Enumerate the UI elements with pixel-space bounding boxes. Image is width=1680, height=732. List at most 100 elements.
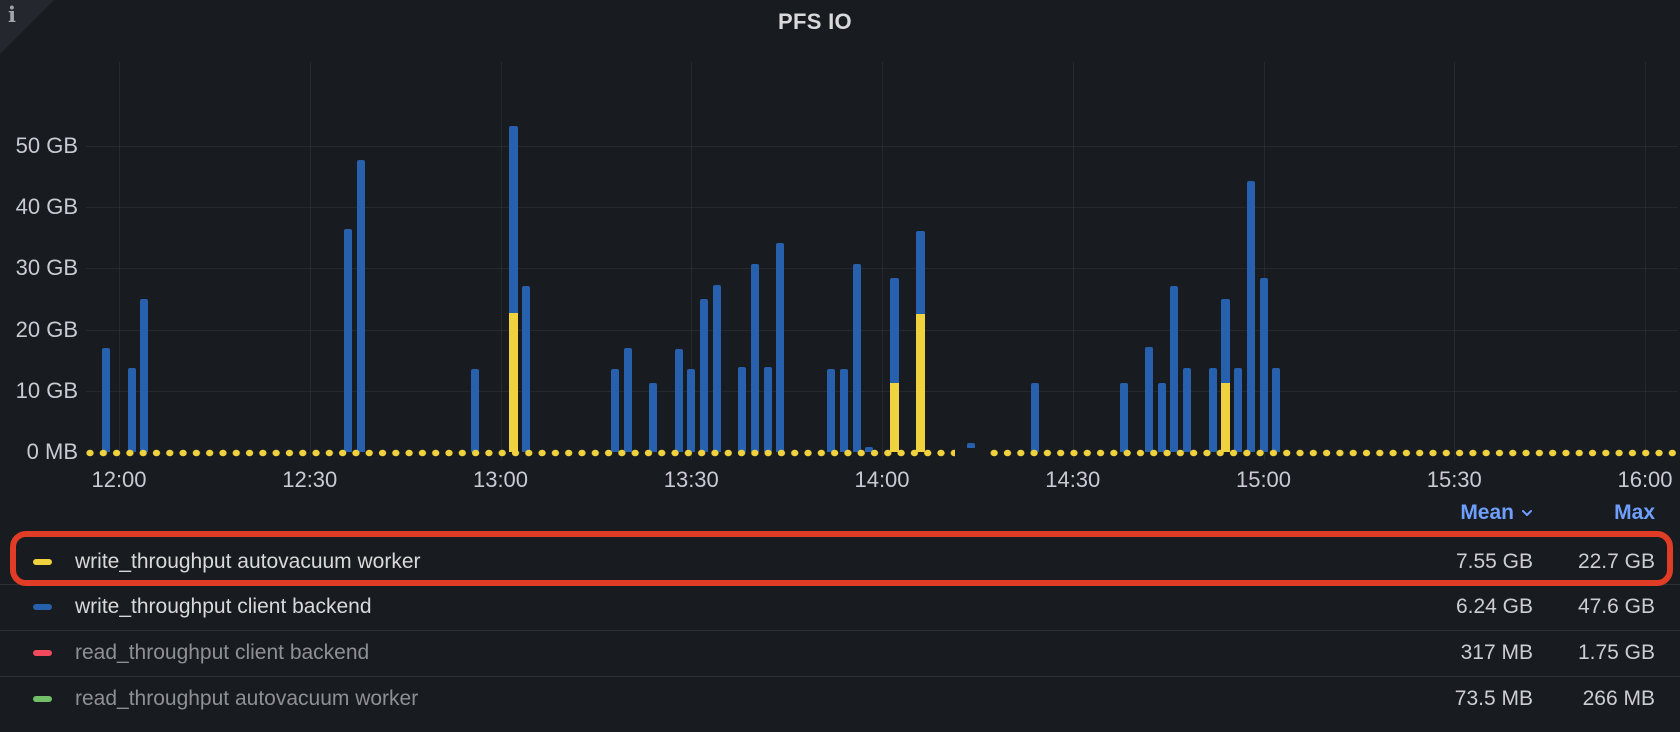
legend-mean-value: 73.5 MB	[1454, 687, 1533, 710]
y-axis-label: 30 GB	[15, 255, 78, 281]
bar-write-client-backend	[1030, 382, 1039, 452]
v-gridline	[882, 62, 883, 460]
bar-write-client-backend	[623, 347, 632, 452]
chevron-down-icon	[1522, 510, 1532, 516]
legend-max-value: 47.6 GB	[1577, 595, 1655, 618]
legend-row[interactable]: read_throughput client backend 317 MB 1.75…	[0, 630, 1680, 675]
h-gridline	[86, 145, 1678, 147]
bar-write-client-backend	[102, 347, 111, 452]
x-axis-label: 15:30	[1426, 467, 1482, 492]
series-label[interactable]: write_throughput autovacuum worker	[75, 550, 421, 573]
mean-column-header: Mean	[1460, 501, 1514, 524]
legend-row[interactable]: write_throughput autovacuum worker 7.55 G…	[0, 540, 1680, 584]
series-label[interactable]: write_throughput client backend	[75, 595, 372, 618]
y-axis-label: 10 GB	[15, 377, 78, 403]
bar-write-client-backend	[610, 368, 619, 452]
bar-write-client-backend	[1246, 181, 1255, 452]
legend-row[interactable]: read_throughput autovacuum worker 73.5 MB…	[0, 676, 1680, 721]
bar-write-client-backend	[915, 230, 925, 314]
bar-write-client-backend	[776, 243, 785, 452]
bar-write-client-backend	[649, 382, 658, 452]
h-gridline	[86, 268, 1678, 270]
series-color-swatch	[33, 559, 52, 565]
panel-title[interactable]: PFS IO	[778, 9, 852, 34]
bar-write-client-backend	[687, 368, 696, 452]
legend-max-value: 266 MB	[1582, 687, 1655, 710]
max-column-header: Max	[1614, 501, 1655, 524]
bar-write-client-backend	[738, 366, 747, 452]
bar-write-client-backend	[127, 368, 136, 452]
bar-write-client-backend	[839, 368, 848, 452]
zero-value-line	[86, 449, 1678, 457]
bar-write-client-backend	[1170, 286, 1179, 452]
bar-write-autovacuum-worker	[508, 312, 518, 452]
bar-write-client-backend	[712, 284, 721, 452]
h-gridline	[86, 390, 1678, 392]
v-gridline	[1072, 62, 1074, 460]
v-gridline	[309, 62, 311, 460]
bar-write-client-backend	[674, 349, 683, 452]
series-label[interactable]: read_throughput client backend	[75, 641, 370, 664]
legend-row[interactable]: write_throughput client backend 6.24 GB 47…	[0, 584, 1680, 629]
x-axis-label: 14:00	[854, 467, 910, 492]
legend-sort-max[interactable]: Max	[1595, 499, 1655, 527]
info-icon: i	[8, 2, 16, 27]
x-axis-label: 13:30	[663, 467, 719, 492]
v-gridline	[1454, 62, 1456, 460]
series-label[interactable]: read_throughput autovacuum worker	[75, 687, 419, 710]
series-color-swatch	[33, 604, 52, 610]
legend-header: Mean Max	[0, 499, 1680, 527]
bar-write-client-backend	[699, 298, 708, 452]
legend-mean-value: 6.24 GB	[1455, 595, 1533, 618]
bar-write-client-backend	[827, 368, 836, 452]
bar-write-client-backend	[140, 298, 149, 452]
v-gridline	[500, 62, 502, 460]
x-axis-label: 12:30	[282, 467, 338, 492]
v-gridline	[1263, 62, 1265, 460]
y-axis-label: 50 GB	[15, 132, 78, 158]
h-gridline	[86, 207, 1678, 208]
legend-mean-value: 7.55 GB	[1455, 550, 1533, 573]
bar-write-client-backend	[1259, 278, 1268, 452]
legend-max-value: 1.75 GB	[1577, 641, 1655, 664]
bar-write-client-backend	[1272, 368, 1281, 452]
bar-write-client-backend	[1119, 382, 1128, 452]
bar-write-autovacuum-worker	[915, 313, 925, 452]
bar-write-client-backend	[763, 366, 772, 452]
v-gridline	[1645, 62, 1646, 460]
zero-line-gap	[955, 448, 987, 458]
x-axis-label: 16:00	[1617, 467, 1673, 492]
bar-write-autovacuum-worker	[1220, 382, 1230, 452]
v-gridline	[119, 62, 120, 460]
y-axis-label: 0 MB	[26, 439, 78, 464]
bar-write-client-backend	[1145, 347, 1154, 452]
bar-write-client-backend	[1220, 298, 1230, 383]
series-color-swatch	[33, 650, 52, 656]
bar-write-client-backend	[1157, 382, 1166, 452]
bar-write-client-backend	[1234, 368, 1243, 452]
x-axis-label: 14:30	[1045, 467, 1101, 492]
bar-write-client-backend	[521, 286, 530, 452]
bar-write-client-backend	[508, 126, 518, 313]
y-axis-label: 20 GB	[15, 316, 78, 342]
bar-write-client-backend	[852, 263, 861, 452]
bar-write-client-backend	[1208, 368, 1217, 452]
bar-write-client-backend	[1183, 368, 1192, 452]
bar-write-client-backend	[750, 263, 759, 452]
bar-write-client-backend	[890, 278, 900, 383]
x-axis-label: 15:00	[1235, 467, 1292, 492]
bar-write-client-backend	[356, 160, 365, 452]
v-gridline	[691, 62, 693, 460]
legend-sort-mean[interactable]: Mean	[1443, 499, 1535, 527]
y-axis-label: 40 GB	[15, 194, 78, 219]
x-axis-label: 13:00	[472, 467, 529, 492]
legend-max-value: 22.7 GB	[1577, 550, 1655, 573]
legend-mean-value: 317 MB	[1460, 641, 1533, 664]
h-gridline	[86, 329, 1678, 331]
panel-info-corner[interactable]: i	[0, 0, 54, 54]
series-color-swatch	[33, 696, 52, 702]
bar-write-client-backend	[343, 229, 352, 452]
bar-write-client-backend	[967, 442, 976, 452]
